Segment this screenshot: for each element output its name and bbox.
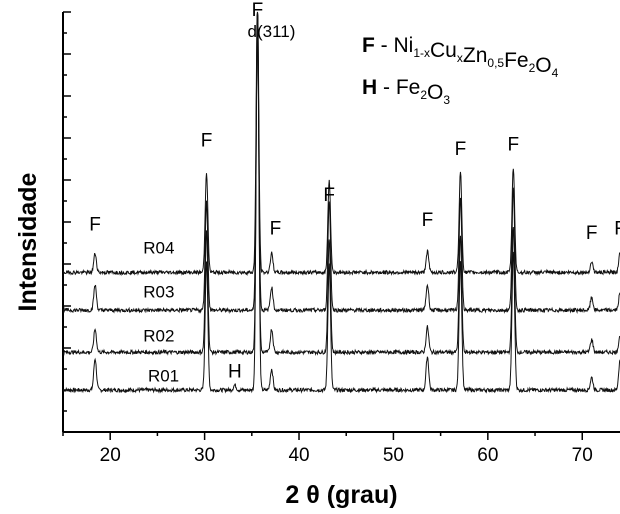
x-tick-label: 50 <box>383 445 404 466</box>
ferrite-peak-label: F <box>614 219 620 240</box>
series-group <box>62 11 620 394</box>
x-axis-label: 2 θ (grau) <box>285 481 397 509</box>
ferrite-peak-label: F <box>323 185 335 206</box>
ferrite-peak-label: F <box>201 130 213 151</box>
sample-label: R02 <box>143 327 174 346</box>
x-tick-label: 20 <box>100 445 121 466</box>
legend-entry: F - Ni1-xCuxZn0,5Fe2O4 <box>362 34 559 80</box>
series-line-r04 <box>62 11 620 277</box>
ferrite-peak-label: d(311) <box>248 22 296 41</box>
x-tick-label: 40 <box>288 445 309 466</box>
series-line-r03 <box>62 15 620 314</box>
sample-label: R03 <box>143 283 174 302</box>
ferrite-peak-label: F <box>270 219 282 240</box>
series-line-r01 <box>62 11 620 394</box>
series-line-r02 <box>62 27 620 357</box>
x-tick-label: 30 <box>194 445 215 466</box>
ferrite-peak-label: F <box>455 139 467 160</box>
ferrite-peak-label: F <box>586 223 598 244</box>
sample-label: R01 <box>148 367 179 386</box>
ferrite-peak-label: F <box>252 0 264 21</box>
sample-labels: R04 R03 R02 R01 <box>143 239 179 386</box>
hematite-peak-label: H <box>228 361 242 382</box>
sample-label: R04 <box>143 239 174 258</box>
y-axis-label: Intensidade <box>14 172 42 311</box>
x-tick-label: 70 <box>572 445 593 466</box>
x-tick-label: 60 <box>477 445 498 466</box>
legend-entry: H - Fe2O3 <box>362 76 450 107</box>
ferrite-peak-label: F <box>422 210 434 231</box>
ferrite-peak-label: F <box>508 135 520 156</box>
ferrite-peak-label: F <box>89 214 101 235</box>
axis-ticks: 20 30 40 50 60 70 <box>62 11 593 466</box>
